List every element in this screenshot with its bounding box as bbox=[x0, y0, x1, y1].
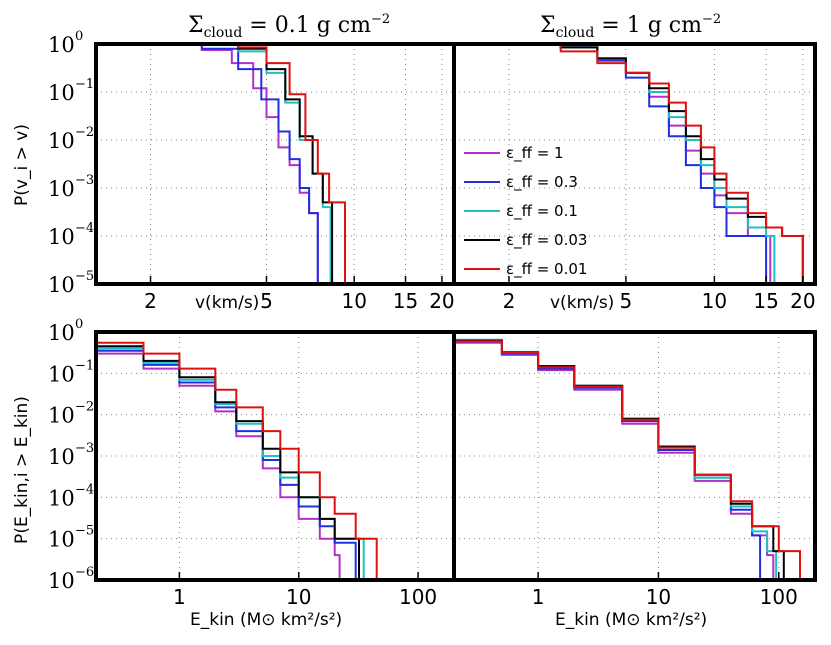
y-tick-label: 10 bbox=[48, 33, 75, 57]
axes-frame bbox=[452, 330, 817, 582]
y-tick-label: 10 bbox=[48, 569, 75, 593]
series-line-2 bbox=[96, 44, 332, 284]
series-line-4 bbox=[454, 340, 801, 580]
title-left: Σcloud = 0.1 g cm−2 bbox=[188, 12, 390, 41]
xlabel-bottom-right: E_kin (M⊙ km²/s²) bbox=[555, 610, 707, 630]
legend-label-1: ε_ff = 0.3 bbox=[506, 173, 578, 192]
title-right: Σcloud = 1 g cm−2 bbox=[540, 12, 721, 41]
xlabel-bottom-left: E_kin (M⊙ km²/s²) bbox=[190, 610, 342, 630]
x-tick-label: 1 bbox=[532, 585, 545, 609]
x-tick-label: 2 bbox=[144, 289, 157, 313]
y-tick-exp: 0 bbox=[75, 29, 83, 44]
y-tick-exp: −3 bbox=[75, 441, 94, 456]
x-tick-label: 20 bbox=[790, 289, 815, 313]
series-line-2 bbox=[454, 338, 778, 580]
y-tick-label: 10 bbox=[48, 445, 75, 469]
y-tick-exp: −1 bbox=[75, 77, 94, 92]
y-tick-label: 10 bbox=[48, 321, 75, 345]
series-line-2 bbox=[96, 347, 365, 580]
y-tick-label: 10 bbox=[48, 362, 75, 386]
x-tick-label: 15 bbox=[753, 289, 778, 313]
x-tick-label: 20 bbox=[429, 289, 454, 313]
y-tick-exp: −3 bbox=[75, 173, 94, 188]
series-line-3 bbox=[96, 345, 360, 580]
x-tick-label: 5 bbox=[260, 289, 273, 313]
x-tick-label: 10 bbox=[646, 585, 671, 609]
y-tick-label: 10 bbox=[48, 528, 75, 552]
y-tick-exp: −2 bbox=[75, 125, 94, 140]
xlabel-top-left: v(km/s) bbox=[195, 293, 259, 313]
x-tick-label: 10 bbox=[341, 289, 366, 313]
series-line-1 bbox=[454, 44, 768, 284]
axes-frame bbox=[94, 42, 456, 286]
x-tick-label: 100 bbox=[399, 585, 437, 609]
panel-bottom-right: 1 10 100 bbox=[452, 330, 817, 609]
series-line-4 bbox=[454, 44, 804, 284]
series-line-0 bbox=[454, 44, 772, 284]
y-tick-exp: −5 bbox=[75, 269, 94, 284]
x-tick-label: 1 bbox=[173, 585, 186, 609]
y-tick-label: 10 bbox=[48, 273, 75, 297]
legend-label-2: ε_ff = 0.1 bbox=[506, 202, 578, 221]
legend-label-0: ε_ff = 1 bbox=[506, 144, 564, 163]
ylabel-top: P(v_i > v) bbox=[12, 124, 32, 206]
x-tick-label: 5 bbox=[620, 289, 633, 313]
series-line-2 bbox=[454, 44, 776, 284]
y-tick-label: 10 bbox=[48, 486, 75, 510]
legend: ε_ff = 1 ε_ff = 0.3 ε_ff = 0.1 ε_ff = 0.03 ε… bbox=[464, 144, 587, 279]
legend-label-4: ε_ff = 0.01 bbox=[506, 260, 587, 279]
y-tick-label: 10 bbox=[48, 404, 75, 428]
panel-top-left: 10−510−410−310−210−110 02 5 10 15 20 bbox=[48, 29, 456, 313]
x-tick-label: 15 bbox=[393, 289, 418, 313]
x-tick-label: 10 bbox=[286, 585, 311, 609]
y-tick-exp: −1 bbox=[75, 358, 94, 373]
y-tick-exp: −6 bbox=[75, 565, 94, 580]
y-tick-label: 10 bbox=[48, 177, 75, 201]
y-tick-label: 10 bbox=[48, 129, 75, 153]
series-line-0 bbox=[454, 341, 775, 580]
x-tick-label: 10 bbox=[702, 289, 727, 313]
y-tick-label: 10 bbox=[48, 225, 75, 249]
y-tick-exp: 0 bbox=[75, 317, 83, 332]
series-line-1 bbox=[454, 340, 762, 580]
series-line-1 bbox=[96, 349, 357, 580]
ylabel-bottom: P(E_kin,i > E_kin) bbox=[12, 396, 32, 544]
y-tick-exp: −5 bbox=[75, 524, 94, 539]
y-tick-exp: −2 bbox=[75, 400, 94, 415]
series-line-3 bbox=[454, 339, 785, 580]
legend-label-3: ε_ff = 0.03 bbox=[506, 231, 587, 250]
x-tick-label: 2 bbox=[503, 289, 516, 313]
series-line-4 bbox=[96, 44, 346, 284]
panel-top-right: 2 5 10 15 20 bbox=[452, 42, 817, 313]
series-line-3 bbox=[96, 44, 334, 284]
y-tick-exp: −4 bbox=[75, 482, 94, 497]
xlabel-top-right: v(km/s) bbox=[550, 293, 614, 313]
panel-bottom-left: 10−610−510−410−310−210−110 01 10 100 bbox=[48, 317, 456, 609]
axes-frame bbox=[452, 42, 817, 286]
y-tick-exp: −4 bbox=[75, 221, 94, 236]
series-line-0 bbox=[96, 352, 341, 580]
series-line-4 bbox=[96, 341, 378, 580]
y-tick-label: 10 bbox=[48, 81, 75, 105]
x-tick-label: 100 bbox=[760, 585, 798, 609]
